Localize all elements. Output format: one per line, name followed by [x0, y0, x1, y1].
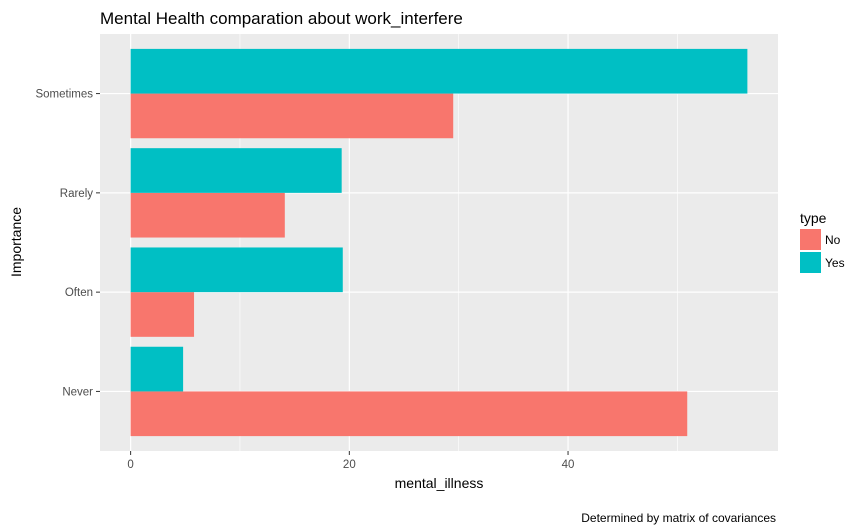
legend-key-no [800, 229, 821, 250]
legend-label-no: No [825, 233, 841, 247]
x-tick-label: 0 [127, 459, 133, 471]
legend: type No Yes [800, 210, 845, 273]
bar-often-no [130, 292, 195, 337]
bar-never-yes [130, 346, 184, 392]
y-tick-label: Rarely [60, 188, 93, 200]
bar-often-yes [130, 247, 343, 293]
bar-rarely-yes [130, 148, 342, 193]
y-axis: Never Often Rarely Sometimes [35, 89, 100, 398]
bar-sometimes-no [130, 93, 454, 139]
x-axis: 0 20 40 [127, 451, 574, 471]
y-tick-label: Never [62, 386, 93, 398]
chart-title: Mental Health comparation about work_int… [100, 9, 463, 28]
y-tick-label: Sometimes [35, 89, 93, 101]
x-axis-title: mental_illness [395, 475, 484, 491]
chart-caption: Determined by matrix of covariances [581, 511, 776, 525]
y-axis-title: Importance [8, 207, 24, 277]
bars [130, 48, 748, 437]
legend-key-yes [800, 252, 821, 273]
bar-sometimes-yes [130, 48, 748, 94]
x-tick-label: 20 [343, 459, 356, 471]
y-tick-label: Often [65, 287, 93, 299]
legend-label-yes: Yes [825, 256, 845, 270]
x-tick-label: 40 [562, 459, 575, 471]
bar-never-no [130, 391, 688, 437]
legend-title: type [800, 210, 827, 226]
bar-rarely-no [130, 192, 285, 238]
